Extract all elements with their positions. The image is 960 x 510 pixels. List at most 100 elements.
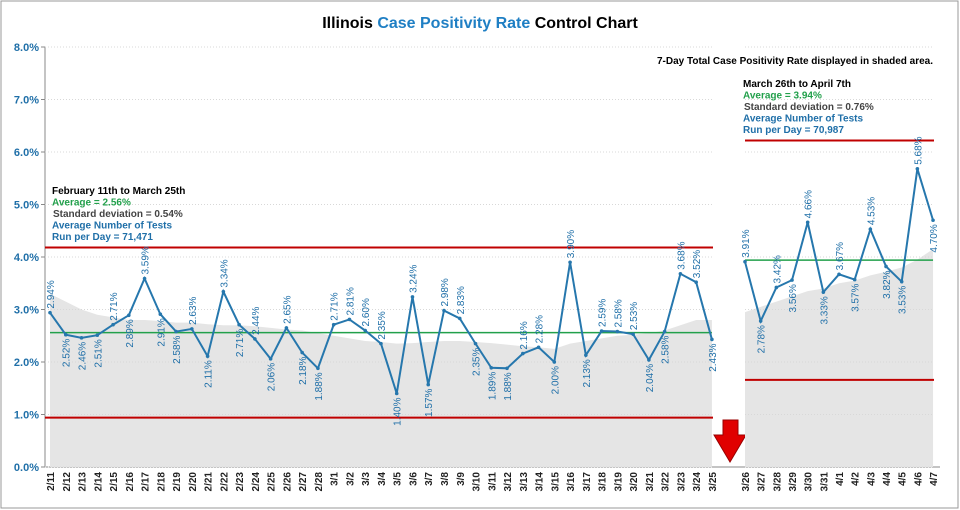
data-label: 2.16% xyxy=(519,321,530,349)
data-label: 1.57% xyxy=(424,388,435,416)
data-label: 5.68% xyxy=(913,136,924,164)
point xyxy=(63,332,68,337)
data-label: 2.60% xyxy=(361,298,372,326)
data-label: 2.53% xyxy=(629,302,640,330)
title-part: Case Positivity Rate xyxy=(377,15,530,32)
data-label: 3.33% xyxy=(819,296,830,324)
point xyxy=(379,341,383,346)
point xyxy=(599,329,604,333)
plot: 0.0% 1.0% 2.0% 3.0% 4.0% 5.0% 6.0% 7.0% 8.0% 2.94… xyxy=(14,42,940,491)
x-tick-label: 4/2 xyxy=(851,472,862,486)
x-tick-label: 3/11 xyxy=(487,472,498,491)
point xyxy=(790,278,794,282)
data-label: 2.00% xyxy=(550,366,561,394)
x-tick-label: 2/11 xyxy=(46,472,57,491)
period-arrow xyxy=(713,419,747,463)
point xyxy=(694,280,698,285)
point xyxy=(174,329,178,334)
data-label: 2.71% xyxy=(109,292,120,320)
data-label: 4.53% xyxy=(866,197,877,225)
x-tick-label: 4/4 xyxy=(882,472,893,486)
point xyxy=(552,360,557,364)
point xyxy=(410,295,415,299)
x-tick-label: 2/19 xyxy=(172,472,183,492)
point xyxy=(536,345,541,350)
point xyxy=(442,308,446,313)
point xyxy=(662,329,667,334)
data-label: 2.91% xyxy=(156,318,167,346)
x-tick-label: 3/4 xyxy=(377,472,388,486)
point xyxy=(915,167,920,171)
data-label: 2.13% xyxy=(582,359,593,387)
x-tick-label: 3/10 xyxy=(472,472,483,492)
y-tick-label: 3.0% xyxy=(14,305,39,317)
x-tick-label: 2/23 xyxy=(235,472,246,492)
point xyxy=(521,351,525,356)
point xyxy=(489,365,494,370)
y-tick-label: 8.0% xyxy=(14,42,39,54)
point xyxy=(837,272,841,277)
point xyxy=(758,319,763,323)
x-tick-label: 3/12 xyxy=(503,472,514,492)
x-tick-label: 2/21 xyxy=(204,472,215,492)
annotation: Standard deviation = 0.54% xyxy=(53,209,183,220)
y-tick-label: 2.0% xyxy=(14,357,39,369)
x-tick-label: 3/18 xyxy=(598,472,609,492)
point xyxy=(316,366,320,371)
x-tick-label: 3/21 xyxy=(645,472,656,492)
point xyxy=(79,336,84,340)
x-tick-label: 3/31 xyxy=(819,472,830,492)
data-label: 1.88% xyxy=(314,372,325,400)
data-label: 2.59% xyxy=(598,299,609,327)
annotation: March 26th to April 7th xyxy=(743,79,851,90)
point xyxy=(158,312,163,317)
data-label: 3.82% xyxy=(882,270,893,298)
point xyxy=(868,227,873,231)
point xyxy=(505,366,509,371)
x-tick-label: 3/7 xyxy=(424,472,435,486)
data-label: 3.42% xyxy=(772,255,783,283)
data-label: 2.35% xyxy=(472,348,483,376)
point xyxy=(805,220,810,225)
data-label: 2.98% xyxy=(440,278,451,306)
x-tick-label: 4/6 xyxy=(913,472,924,486)
point xyxy=(647,358,651,362)
x-tick-label: 3/6 xyxy=(408,472,419,486)
x-tick-label: 2/17 xyxy=(141,472,152,492)
point xyxy=(899,279,904,284)
x-tick-label: 3/22 xyxy=(661,472,672,492)
annotation: Average = 2.56% xyxy=(52,198,131,209)
data-label: 3.68% xyxy=(676,241,687,269)
data-label: 2.52% xyxy=(62,339,73,367)
title-part: Control Chart xyxy=(530,15,638,32)
note: 7-Day Total Case Positivity Rate display… xyxy=(657,56,933,67)
annotation: Standard deviation = 0.76% xyxy=(744,102,874,113)
x-tick-label: 3/9 xyxy=(456,472,467,486)
x-tick-label: 3/13 xyxy=(519,472,530,492)
x-tick-label: 2/20 xyxy=(188,472,199,492)
point xyxy=(426,382,431,387)
x-tick-label: 3/2 xyxy=(345,472,356,486)
point xyxy=(142,276,147,281)
point xyxy=(743,259,747,264)
data-label: 2.43% xyxy=(708,343,719,371)
point xyxy=(237,322,241,327)
data-label: 3.57% xyxy=(851,283,862,311)
data-label: 3.24% xyxy=(408,264,419,292)
shaded-area xyxy=(50,293,712,467)
data-label: 3.67% xyxy=(835,242,846,270)
data-label: 2.71% xyxy=(235,329,246,357)
data-label: 4.66% xyxy=(804,190,815,218)
x-tick-label: 3/28 xyxy=(772,472,783,492)
point xyxy=(473,341,478,346)
data-label: 2.65% xyxy=(282,295,293,323)
data-label: 2.51% xyxy=(93,339,104,367)
x-tick-label: 2/12 xyxy=(62,472,73,492)
data-label: 2.58% xyxy=(661,335,672,363)
data-label: 3.91% xyxy=(741,229,752,257)
data-label: 1.40% xyxy=(393,397,404,425)
x-tick-label: 4/1 xyxy=(835,472,846,486)
point xyxy=(253,337,257,341)
point xyxy=(205,354,210,359)
data-label: 2.11% xyxy=(204,360,215,388)
